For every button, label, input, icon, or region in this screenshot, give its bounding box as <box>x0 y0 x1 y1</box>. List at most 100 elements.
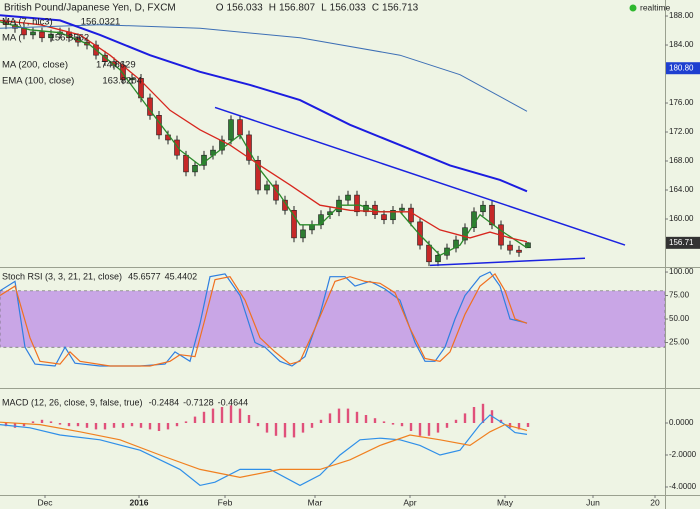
candle-body <box>309 224 315 231</box>
candle-body <box>291 210 297 239</box>
x-tick-label: Jun <box>586 497 600 507</box>
histogram-bar <box>76 423 80 427</box>
candle-body <box>408 207 414 223</box>
candle-body <box>237 119 243 136</box>
candle-body <box>399 207 405 211</box>
histogram-bar <box>184 421 188 423</box>
candle-body <box>174 139 180 156</box>
quote-value: 156.713 <box>382 3 419 14</box>
candle-body <box>183 154 189 173</box>
histogram-bar <box>517 423 521 430</box>
quote-value: 156.033 <box>227 3 264 14</box>
histogram-bar <box>301 423 305 433</box>
histogram-bar <box>157 423 161 431</box>
y-tick-label: 50.00 <box>669 314 690 323</box>
legend-value: 163.8204 <box>102 76 142 87</box>
histogram-bar <box>364 415 368 423</box>
legend-name: MA ( <box>2 33 22 44</box>
histogram-bar <box>265 423 269 433</box>
histogram-bar <box>139 423 143 428</box>
quote-label: L <box>321 3 327 14</box>
candle-body <box>516 249 522 253</box>
histogram-bar <box>328 413 332 423</box>
y-tick-label: 176.00 <box>669 98 694 107</box>
candle-body <box>255 159 261 191</box>
quote-label: C <box>372 3 379 14</box>
candle-body <box>246 134 252 161</box>
candle-body <box>228 119 234 141</box>
histogram-bar <box>400 423 404 427</box>
series-line <box>0 421 528 479</box>
legend-value: 156.8562 <box>50 33 90 44</box>
histogram-bar <box>49 421 53 423</box>
histogram-bar <box>337 408 341 423</box>
price-marker <box>666 62 700 75</box>
quote-label: H <box>269 3 276 14</box>
histogram-bar <box>211 408 215 423</box>
histogram-bar <box>22 423 26 427</box>
histogram-bar <box>391 423 395 425</box>
histogram-bar <box>166 423 170 430</box>
histogram-bar <box>13 423 17 428</box>
y-tick-label: 164.00 <box>669 185 694 194</box>
panel <box>0 271 665 367</box>
trendline <box>214 106 626 246</box>
histogram-bar <box>274 423 278 436</box>
histogram-bar <box>418 423 422 436</box>
legend-name: MA (7, hlc3) <box>2 17 53 28</box>
x-tick-label: Mar <box>308 497 323 507</box>
histogram-bar <box>220 407 224 423</box>
quote-value: 156.807 <box>279 3 316 14</box>
indicator-title: Stoch RSI (3, 3, 21, 21, close) <box>2 271 122 281</box>
candle-body <box>480 204 486 213</box>
x-tick-label: May <box>497 497 514 507</box>
candle-body <box>390 210 396 221</box>
y-tick-label: 100.00 <box>669 267 694 276</box>
histogram-bar <box>130 423 134 427</box>
y-tick-label: 172.00 <box>669 127 694 136</box>
candle-body <box>435 254 441 263</box>
histogram-bar <box>310 423 314 428</box>
y-tick-label: 75.00 <box>669 291 690 300</box>
x-tick-label: 2016 <box>130 497 149 507</box>
chart-title: British Pound/Japanese Yen, D, FXCM <box>4 3 176 14</box>
histogram-bar <box>526 423 530 427</box>
candle-body <box>102 54 108 62</box>
candle-body <box>417 221 423 246</box>
legend-value: 45.6577 <box>128 271 161 281</box>
histogram-bar <box>85 423 89 428</box>
series-line <box>0 21 528 257</box>
histogram-bar <box>121 423 125 428</box>
legend-value: -0.4644 <box>218 397 249 407</box>
series-line <box>0 271 528 367</box>
price-marker-label: 180.80 <box>669 63 694 72</box>
histogram-bar <box>256 423 260 427</box>
histogram-bar <box>463 413 467 423</box>
quote-value: 156.033 <box>330 3 367 14</box>
candle-body <box>489 204 495 226</box>
legend-value: -0.7128 <box>183 397 214 407</box>
x-tick-label: Apr <box>403 497 416 507</box>
histogram-bar <box>175 423 179 427</box>
status-dot <box>629 4 637 12</box>
histogram-bar <box>58 423 62 425</box>
histogram-bar <box>382 421 386 423</box>
histogram-bar <box>229 405 233 423</box>
panel <box>0 403 530 487</box>
histogram-bar <box>202 411 206 423</box>
band <box>0 290 665 348</box>
histogram-bar <box>436 423 440 433</box>
candle-body <box>48 33 54 39</box>
histogram-bar <box>283 423 287 438</box>
y-tick-label: -2.0000 <box>669 450 697 459</box>
y-tick-label: -4.0000 <box>669 482 697 491</box>
histogram-bar <box>454 419 458 423</box>
candle-body <box>30 31 36 36</box>
histogram-bar <box>292 423 296 438</box>
y-tick-label: 184.00 <box>669 40 694 49</box>
series-line <box>0 24 528 112</box>
price-marker <box>666 236 700 249</box>
y-tick-label: 25.00 <box>669 338 690 347</box>
